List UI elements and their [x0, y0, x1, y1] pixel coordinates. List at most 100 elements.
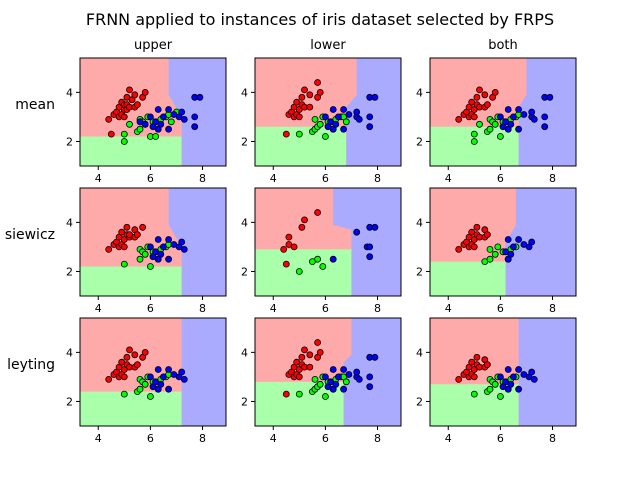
- point-red: [301, 86, 308, 94]
- x-tick-label: 4: [445, 432, 452, 445]
- y-tick-label: 4: [241, 86, 248, 99]
- point-blue: [165, 366, 173, 373]
- point-blue: [154, 366, 162, 373]
- point-blue: [504, 366, 512, 373]
- y-tick-label: 2: [66, 135, 73, 148]
- point-blue: [165, 255, 173, 263]
- point-blue: [159, 373, 167, 381]
- decision-regions: [430, 318, 576, 426]
- point-blue: [371, 93, 379, 101]
- point-blue: [340, 125, 348, 133]
- point-blue: [366, 243, 374, 251]
- point-blue: [154, 236, 162, 243]
- decision-regions: [80, 318, 226, 426]
- point-blue: [178, 108, 186, 116]
- subplot-2-0: 4 6 8 2 4: [66, 317, 227, 445]
- point-blue: [510, 113, 517, 121]
- x-tick-label: 4: [95, 172, 102, 185]
- point-blue: [504, 236, 512, 243]
- region-blue: [518, 58, 576, 166]
- point-green: [295, 268, 303, 275]
- point-blue: [329, 366, 337, 373]
- point-green: [136, 385, 144, 393]
- axes-frame: [79, 317, 227, 427]
- point-green: [316, 380, 324, 388]
- point-green: [152, 133, 160, 140]
- point-blue: [496, 373, 504, 381]
- point-blue: [366, 373, 374, 381]
- point-red: [282, 390, 290, 398]
- point-blue: [496, 113, 504, 121]
- point-blue: [530, 375, 538, 383]
- point-blue: [507, 380, 515, 388]
- point-green: [141, 250, 149, 258]
- region-green: [430, 261, 506, 296]
- point-green: [126, 120, 133, 128]
- point-blue: [353, 108, 361, 116]
- point-red: [316, 348, 324, 356]
- point-green: [136, 125, 144, 133]
- point-blue: [504, 106, 512, 113]
- point-green: [321, 133, 329, 140]
- x-tick-label: 6: [497, 172, 504, 185]
- x-tick-label: 4: [445, 172, 452, 185]
- x-tick-label: 4: [445, 302, 452, 315]
- region-blue: [518, 318, 576, 426]
- x-tick-label: 8: [199, 172, 206, 185]
- point-blue: [515, 385, 522, 393]
- point-green: [314, 255, 322, 263]
- point-blue: [366, 123, 374, 131]
- y-tick-label: 4: [416, 346, 423, 359]
- point-blue: [191, 113, 199, 121]
- decision-regions: [430, 188, 576, 296]
- point-blue: [340, 106, 348, 113]
- point-blue: [507, 250, 515, 258]
- point-blue: [510, 243, 517, 251]
- y-tick-label: 2: [241, 135, 248, 148]
- point-red: [123, 223, 131, 231]
- point-blue: [196, 93, 204, 101]
- axes-frame: [429, 317, 577, 427]
- point-blue: [332, 380, 340, 388]
- region-blue: [333, 188, 401, 296]
- point-red: [483, 361, 491, 369]
- point-blue: [329, 255, 337, 263]
- x-tick-label: 6: [497, 302, 504, 315]
- point-blue: [178, 368, 186, 376]
- point-blue: [366, 253, 374, 261]
- y-tick-label: 4: [66, 216, 73, 229]
- region-green: [80, 266, 182, 296]
- point-green: [491, 120, 499, 128]
- point-blue: [146, 243, 154, 251]
- subplot-0-0: 4 6 8 2 4: [66, 57, 227, 185]
- subplot-1-2: 4 6 8 2 4: [416, 187, 577, 315]
- point-blue: [165, 125, 173, 133]
- x-tick-label: 4: [270, 172, 277, 185]
- point-blue: [180, 245, 188, 253]
- point-blue: [345, 111, 353, 118]
- region-blue: [346, 58, 401, 166]
- point-blue: [355, 375, 363, 383]
- point-green: [486, 125, 494, 133]
- point-green: [136, 255, 144, 263]
- point-blue: [541, 113, 549, 121]
- point-red: [483, 231, 491, 239]
- point-red: [473, 93, 481, 101]
- point-green: [311, 116, 319, 123]
- point-blue: [165, 236, 173, 243]
- point-red: [120, 243, 128, 251]
- decision-regions: [80, 58, 226, 166]
- point-green: [342, 118, 350, 126]
- point-blue: [507, 120, 515, 128]
- point-blue: [332, 120, 340, 128]
- point-blue: [165, 106, 173, 113]
- point-red: [105, 116, 113, 123]
- point-red: [120, 113, 128, 121]
- figure-title: FRNN applied to instances of iris datase…: [86, 10, 554, 29]
- point-red: [105, 375, 113, 383]
- x-tick-label: 8: [549, 302, 556, 315]
- row-label-mean: mean: [15, 97, 55, 113]
- row-label-siewicz: siewicz: [5, 227, 55, 243]
- point-blue: [180, 116, 188, 123]
- point-red: [306, 91, 314, 99]
